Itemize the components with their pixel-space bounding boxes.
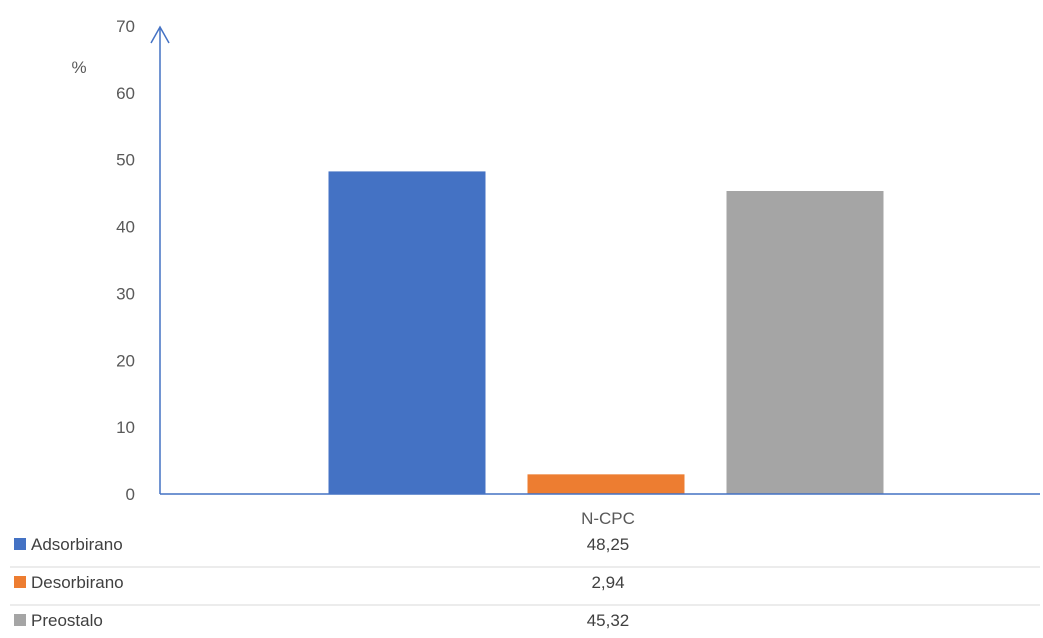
y-tick-label: 30 [116,284,135,303]
data-label: 48,25 [587,535,630,554]
legend-key-adsorbirano [14,538,26,550]
y-tick-label: 50 [116,151,135,170]
data-label: 2,94 [591,573,624,592]
y-axis-label: % [71,58,86,77]
y-tick-label: 20 [116,351,135,370]
bar-adsorbirano [328,171,486,494]
y-tick-label: 70 [116,17,135,36]
data-table: Adsorbirano 48,25 Desorbirano 2,94 Preostalo… [10,535,1040,630]
legend-label: Desorbirano [31,573,124,592]
legend-label: Adsorbirano [31,535,123,554]
data-label: 45,32 [587,611,630,630]
bars [328,171,884,495]
legend-label: Preostalo [31,611,103,630]
y-tick-label: 0 [126,485,135,504]
y-tick-label: 10 [116,418,135,437]
legend-key-preostalo [14,614,26,626]
y-tick-label: 60 [116,84,135,103]
bar-desorbirano [527,474,685,494]
y-axis-arrow-icon [150,25,170,44]
legend-key-desorbirano [14,576,26,588]
bar-preostalo [726,191,884,495]
y-tick-label: 40 [116,218,135,237]
category-label: N-CPC [581,509,635,528]
y-axis-ticks: 0 10 20 30 40 50 60 70 [116,17,135,504]
axes [150,25,1040,495]
